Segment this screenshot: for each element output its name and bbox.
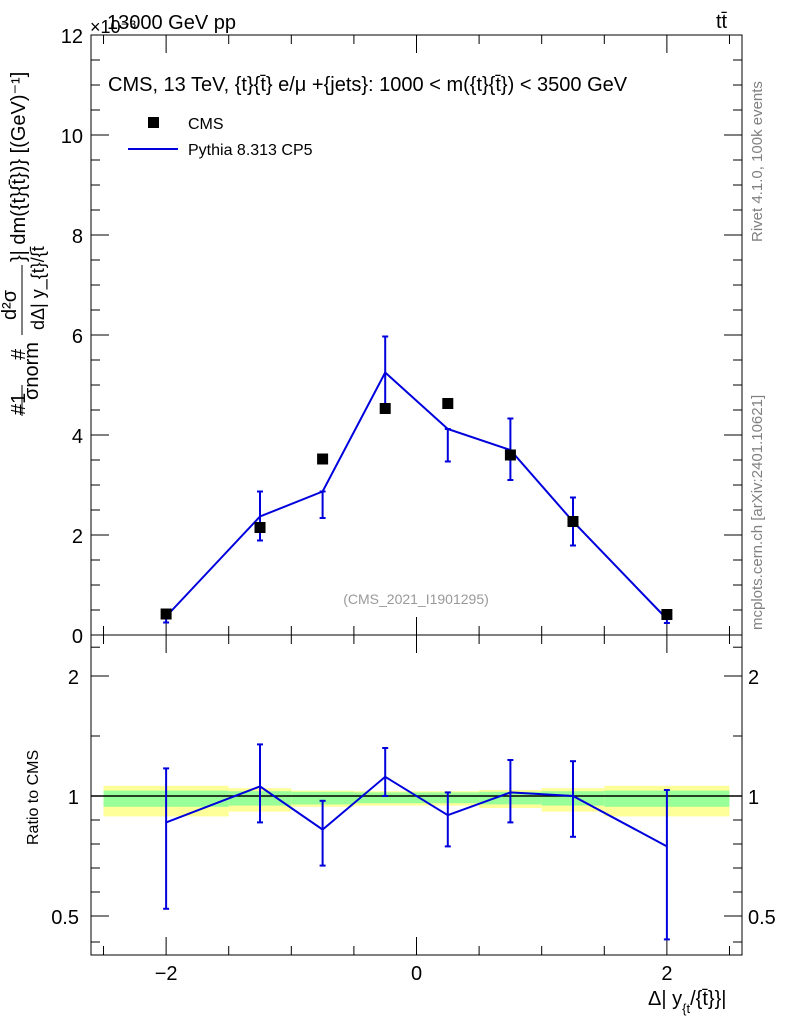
energy-label: 13000 GeV pp (107, 12, 236, 34)
rivet-version-label: Rivet 4.1.0, 100k events (749, 81, 766, 242)
main-data-layer (160, 335, 673, 624)
main-axis-ticks: 0 2 4 6 8 10 12 (61, 26, 742, 648)
y-label-rest: }| dm({t}{t̄})} [(GeV)⁻¹] (8, 72, 30, 262)
ratio-uncertainty-bands (91, 785, 742, 817)
cms-data-point (254, 522, 266, 533)
legend: CMS Pythia 8.313 CP5 (128, 116, 313, 159)
x-tick-label: −2 (155, 963, 178, 985)
cms-data-point (504, 449, 516, 461)
plot-title: CMS, 13 TeV, {t}{t̄} e/μ +{jets}: 1000 <… (108, 74, 628, 96)
main-y-tick-label: 12 (61, 26, 83, 48)
main-plot: 0 2 4 6 8 10 12 CMS, 13 TeV, {t}{t̄} e/μ +{jet… (0, 26, 743, 648)
ratio-y-tick-label-right: 1 (748, 787, 759, 809)
cms-data-point (567, 516, 579, 527)
cms-data-point (160, 608, 172, 620)
x-axis-label: Δ| y{t/{t̄}}| (648, 988, 726, 1016)
ratio-inner-band (353, 792, 417, 804)
y-label-hash: # (8, 348, 30, 360)
y-label-dsigma: d²σ (0, 289, 21, 320)
ratio-data-layer (163, 743, 670, 941)
ratio-y-tick-label: 2 (68, 667, 79, 689)
legend-pythia-label: Pythia 8.313 CP5 (188, 142, 313, 159)
y-scale-exponent: ×10⁻³ (90, 17, 136, 37)
main-y-tick-label: 6 (72, 326, 83, 348)
y-label-denominator: σnorm (21, 342, 43, 400)
ratio-inner-band (291, 791, 354, 805)
cms-data-point (442, 398, 454, 409)
cms-data-point (379, 403, 391, 414)
main-y-tick-label: 10 (61, 126, 83, 148)
legend-cms-marker (148, 117, 159, 128)
process-label: tt̄ (716, 11, 728, 33)
ratio-axis-ticks: 0.5 0.5 1 1 2 2 −2 0 2 (51, 635, 776, 985)
ratio-plot: 0.5 0.5 1 1 2 2 −2 0 2 Ratio to CMS (25, 634, 776, 985)
ratio-y-tick-label: 0.5 (51, 907, 79, 929)
y-label-prefix: #1 (8, 393, 30, 415)
pythia-series-line (165, 370, 668, 620)
ratio-series-line (165, 775, 668, 848)
main-y-tick-label: 0 (72, 626, 83, 648)
legend-cms-label: CMS (188, 116, 224, 133)
ratio-y-tick-label-right: 0.5 (748, 907, 776, 929)
y-label-dvar: dΔ| y_{t}/{t̄ (28, 246, 49, 330)
main-y-tick-label: 4 (72, 426, 83, 448)
mcplots-label: mcplots.cern.ch [arXiv:2401.10621] (749, 395, 766, 630)
analysis-watermark: (CMS_2021_I1901295) (343, 591, 489, 607)
x-tick-label: 0 (411, 963, 422, 985)
ratio-y-tick-label: 1 (68, 787, 79, 809)
x-tick-label: 2 (661, 963, 672, 985)
ratio-y-label: Ratio to CMS (25, 750, 42, 845)
cms-data-point (661, 609, 673, 620)
ratio-y-tick-label-right: 2 (748, 667, 759, 689)
main-y-axis-label: #1 σnorm # d²σ dΔ| y_{t}/{t̄ }| dm({t}{t… (0, 72, 49, 416)
main-y-tick-label: 2 (72, 526, 83, 548)
main-y-tick-label: 8 (72, 226, 83, 248)
cms-data-point (317, 453, 329, 465)
